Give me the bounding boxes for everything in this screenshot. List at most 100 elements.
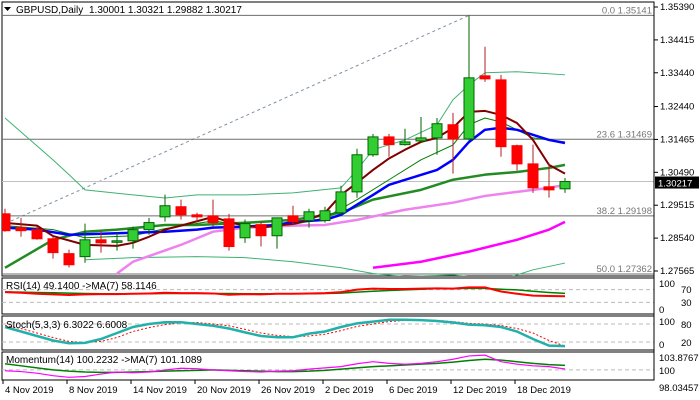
candle-body	[479, 75, 491, 80]
candle-body	[303, 211, 315, 222]
stoch-axis-label: 100	[659, 317, 675, 328]
candle-body	[463, 77, 475, 140]
candle	[15, 217, 27, 237]
candle	[95, 230, 107, 253]
dropdown-triangle-icon[interactable]	[4, 7, 11, 11]
fibonacci-retracement[interactable]: 0.0 1.35141 23.6 1.31469 38.2 1.29198 50.0 …	[0, 5, 654, 275]
candle-body	[159, 205, 171, 218]
rsi-legend: RSI(14) 49.1400 ->MA(7) 58.1146	[6, 281, 157, 292]
price-axis-label: 1.29515	[660, 200, 694, 211]
candle-body	[2, 213, 11, 232]
candle-body	[127, 229, 139, 242]
stoch-axis-label: 20	[681, 338, 692, 349]
date-axis-label: 4 Nov 2019	[5, 385, 54, 396]
candle-body	[223, 218, 235, 248]
candle	[127, 226, 139, 249]
fib-level-label: 23.6 1.31469	[597, 129, 652, 140]
candle	[2, 208, 11, 232]
momentum-legend: Momentum(14) 100.2232 ->MA(7) 101.1089	[6, 355, 202, 366]
momentum-axis-label: 100	[659, 366, 675, 377]
candle	[191, 212, 203, 223]
candle-body	[399, 141, 411, 146]
candle-body	[271, 217, 283, 237]
price-axis-label: 1.35390	[660, 2, 694, 13]
candle	[559, 178, 571, 193]
candle	[495, 74, 507, 157]
candle-body	[319, 210, 331, 222]
momentum-axis-label: 103.8767	[659, 353, 699, 364]
candle	[367, 133, 379, 157]
moving-average-line	[4, 71, 566, 199]
candle	[527, 144, 539, 193]
candle-body	[207, 215, 219, 224]
candle	[287, 205, 299, 225]
fib-level-label: 0.0 1.35141	[602, 5, 652, 16]
price-axis-label: 1.27565	[660, 266, 694, 277]
candle	[143, 217, 155, 235]
momentum-ma-line	[4, 358, 566, 374]
candlesticks	[2, 15, 571, 268]
candle-body	[255, 224, 267, 237]
candle-body	[495, 79, 507, 148]
candle-body	[63, 253, 75, 266]
candle	[63, 249, 75, 268]
candle	[255, 221, 267, 247]
candle-body	[351, 154, 363, 193]
date-axis-label: 8 Nov 2019	[69, 385, 118, 396]
price-axis-label: 1.28540	[660, 233, 694, 244]
candle	[79, 223, 91, 263]
candle-body	[447, 124, 459, 140]
candle	[31, 226, 43, 240]
candle	[159, 194, 171, 222]
candle	[111, 232, 123, 251]
candle	[431, 117, 443, 155]
candle	[351, 148, 363, 198]
candle	[543, 162, 555, 198]
candle-body	[543, 186, 555, 191]
candle	[271, 217, 283, 249]
candle-body	[431, 123, 443, 139]
candle	[463, 15, 475, 141]
candle	[447, 112, 459, 174]
candle	[223, 213, 235, 251]
candle	[303, 208, 315, 228]
momentum-value-line	[4, 354, 566, 378]
moving-average-line	[4, 109, 566, 247]
rsi-axis-label: 70	[681, 285, 692, 296]
price-axis-label: 1.30490	[660, 167, 694, 178]
fib-level-label: 50.0 1.27362	[597, 264, 652, 275]
current-price-marker	[655, 176, 699, 189]
momentum-axis-label: 98.03457	[659, 383, 699, 394]
candle	[383, 133, 395, 157]
candle-body	[559, 181, 571, 190]
stoch-axis-label: 80	[681, 320, 692, 331]
date-axis-label: 26 Nov 2019	[261, 385, 315, 396]
candle	[319, 206, 331, 223]
candle	[207, 199, 219, 227]
symbol-timeframe: GBPUSD,Daily	[16, 5, 83, 16]
candle	[335, 185, 347, 215]
price-axis-label: 1.31465	[660, 134, 694, 145]
chart-header: GBPUSD,Daily 1.30001 1.30321 1.29882 1.3…	[4, 5, 242, 16]
date-axis-label: 6 Dec 2019	[389, 385, 438, 396]
stoch-main-line	[4, 318, 566, 348]
candle	[511, 144, 523, 171]
price-axis-label: 1.34415	[660, 35, 694, 46]
date-axis-label: 20 Nov 2019	[197, 385, 251, 396]
price-axis-label: 1.32440	[660, 102, 694, 113]
fib-level-label: 38.2 1.29198	[597, 206, 652, 217]
candle	[479, 46, 491, 82]
rsi-axis-label: 30	[681, 298, 692, 309]
candle-body	[527, 163, 539, 189]
date-axis-label: 2 Dec 2019	[325, 385, 374, 396]
rsi-value-line	[4, 286, 566, 298]
candle	[399, 128, 411, 146]
candle-body	[511, 145, 523, 165]
ohlc-values: 1.30001 1.30321 1.29882 1.30217	[89, 5, 242, 16]
candle-body	[415, 137, 427, 142]
candle	[239, 219, 251, 243]
